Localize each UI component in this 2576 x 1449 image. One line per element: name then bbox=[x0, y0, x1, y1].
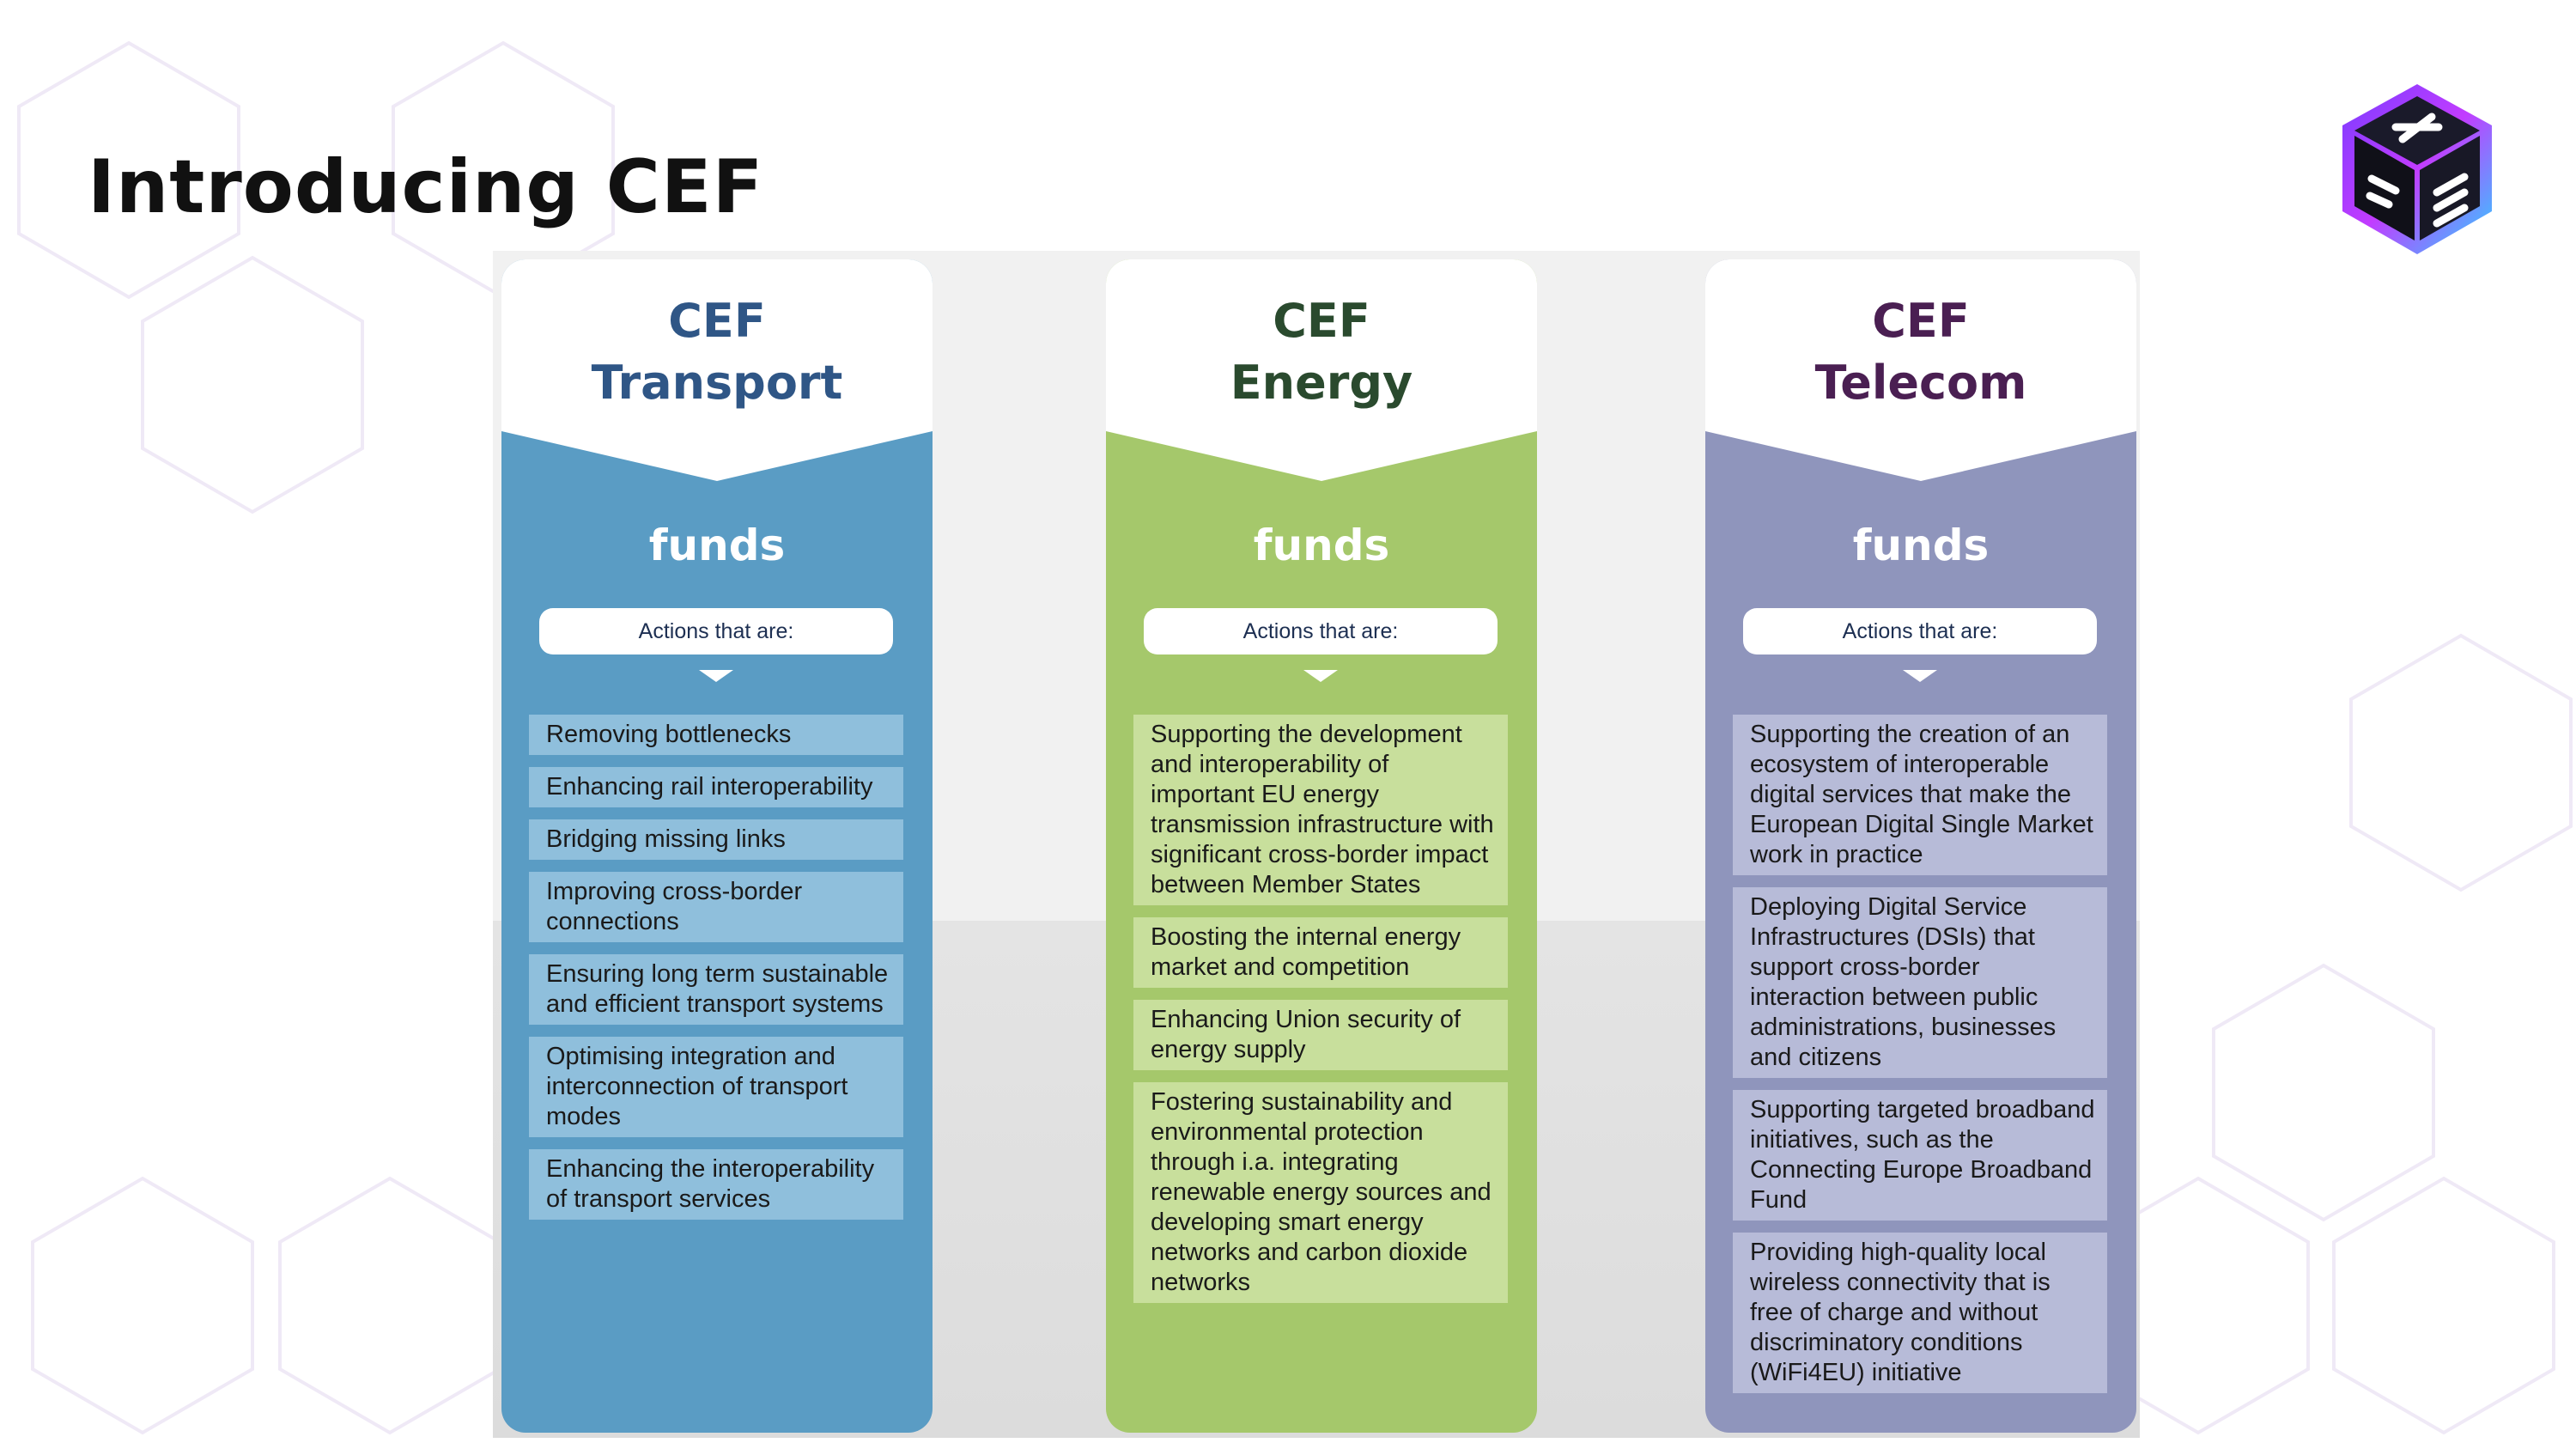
actions-label: Actions that are: bbox=[539, 608, 893, 654]
list-item: Enhancing the interoperability of transp… bbox=[529, 1149, 903, 1220]
heading-line-2: Transport bbox=[591, 356, 843, 410]
heading-line-1: CEF bbox=[1273, 294, 1370, 348]
down-arrow-icon bbox=[1903, 670, 1937, 682]
funds-label: funds bbox=[1253, 521, 1390, 570]
list-item: Supporting the creation of an ecosystem … bbox=[1733, 715, 2107, 875]
logo-cube-icon bbox=[2336, 79, 2499, 259]
header-telecom: CEF Telecom bbox=[1705, 259, 2136, 483]
column-telecom: CEF Telecom funds Actions that are: Supp… bbox=[1705, 259, 2136, 1433]
down-arrow-icon bbox=[699, 670, 733, 682]
action-list: Supporting the development and interoper… bbox=[1133, 715, 1508, 1315]
page-title: Introducing CEF bbox=[88, 144, 764, 230]
list-item: Boosting the internal energy market and … bbox=[1133, 917, 1508, 988]
heading-line-1: CEF bbox=[668, 294, 766, 348]
list-item: Supporting the development and interoper… bbox=[1133, 715, 1508, 905]
action-list: Supporting the creation of an ecosystem … bbox=[1733, 715, 2107, 1405]
list-item: Fostering sustainability and environment… bbox=[1133, 1082, 1508, 1303]
header-transport: CEF Transport bbox=[501, 259, 933, 483]
heading-line-2: Energy bbox=[1230, 356, 1413, 410]
heading-line-1: CEF bbox=[1872, 294, 1970, 348]
header-energy: CEF Energy bbox=[1106, 259, 1537, 483]
list-item: Deploying Digital Service Infrastructure… bbox=[1733, 887, 2107, 1078]
cef-infographic: CEF Transport funds Actions that are: Re… bbox=[493, 251, 2140, 1438]
list-item: Enhancing Union security of energy suppl… bbox=[1133, 1000, 1508, 1070]
action-list: Removing bottlenecks Enhancing rail inte… bbox=[529, 715, 903, 1232]
list-item: Enhancing rail interoperability bbox=[529, 767, 903, 807]
list-item: Bridging missing links bbox=[529, 819, 903, 860]
list-item: Removing bottlenecks bbox=[529, 715, 903, 755]
down-arrow-icon bbox=[1303, 670, 1338, 682]
column-transport: CEF Transport funds Actions that are: Re… bbox=[501, 259, 933, 1433]
list-item: Ensuring long term sustainable and effic… bbox=[529, 954, 903, 1025]
funds-label: funds bbox=[1852, 521, 1990, 570]
list-item: Supporting targeted broadband initiative… bbox=[1733, 1090, 2107, 1221]
list-item: Optimising integration and interconnecti… bbox=[529, 1037, 903, 1137]
actions-label: Actions that are: bbox=[1144, 608, 1498, 654]
list-item: Providing high-quality local wireless co… bbox=[1733, 1233, 2107, 1393]
list-item: Improving cross-border connections bbox=[529, 872, 903, 942]
funds-label: funds bbox=[648, 521, 786, 570]
actions-label: Actions that are: bbox=[1743, 608, 2097, 654]
heading-line-2: Telecom bbox=[1814, 356, 2027, 410]
column-energy: CEF Energy funds Actions that are: Suppo… bbox=[1106, 259, 1537, 1433]
